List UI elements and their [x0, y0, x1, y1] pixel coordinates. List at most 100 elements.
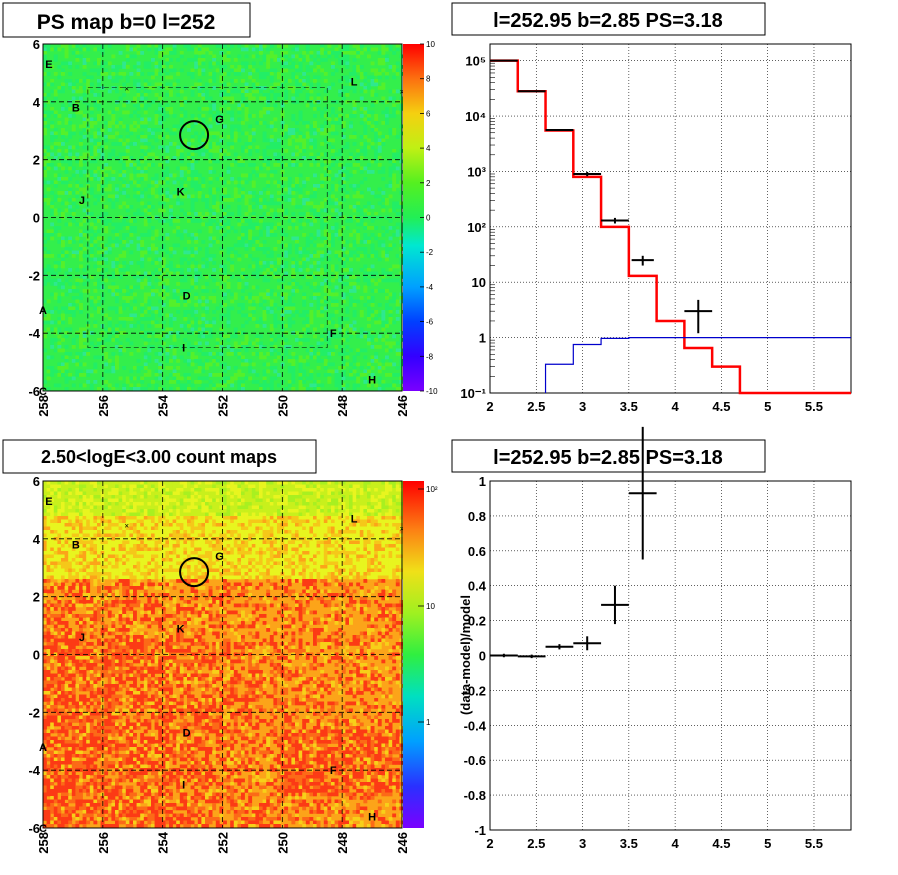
- map-cell: [262, 271, 267, 276]
- map-cell: [140, 366, 145, 370]
- map-cell: [154, 373, 159, 377]
- map-cell: [118, 310, 123, 314]
- map-cell: [374, 82, 379, 87]
- map-cell: [136, 271, 141, 276]
- map-cell: [50, 145, 55, 150]
- map-cell: [208, 327, 213, 332]
- map-cell: [244, 93, 249, 97]
- map-cell: [172, 82, 177, 87]
- map-cell: [248, 292, 253, 297]
- map-cell: [352, 44, 357, 48]
- map-cell: [169, 331, 173, 335]
- map-cell: [215, 68, 220, 73]
- map-cell: [205, 82, 209, 87]
- map-cell: [86, 348, 91, 353]
- map-cell: [46, 820, 51, 825]
- map-cell: [331, 208, 335, 213]
- map-cell: [266, 184, 271, 188]
- map-cell: [323, 177, 328, 181]
- map-cell: [151, 128, 155, 132]
- map-cell: [233, 376, 238, 381]
- map-cell: [388, 219, 393, 223]
- map-cell: [179, 51, 184, 55]
- map-cell: [151, 135, 155, 139]
- map-cell: [287, 296, 292, 300]
- map-cell: [151, 131, 155, 136]
- map-cell: [320, 201, 325, 206]
- map-cell: [248, 145, 253, 150]
- map-cell: [201, 61, 206, 66]
- map-cell: [104, 313, 109, 318]
- map-cell: [273, 152, 278, 157]
- map-cell: [349, 205, 353, 209]
- map-cell: [122, 65, 127, 69]
- map-cell: [345, 65, 350, 69]
- map-cell: [61, 715, 65, 720]
- map-cell: [46, 729, 51, 734]
- map-cell: [133, 194, 137, 199]
- map-cell: [331, 128, 335, 132]
- map-cell: [190, 124, 195, 129]
- map-cell: [287, 383, 292, 388]
- map-cell: [118, 117, 123, 122]
- map-cell: [57, 86, 62, 90]
- map-cell: [140, 177, 145, 181]
- colorbar-tick-label: 2: [426, 179, 431, 188]
- map-cell: [316, 163, 321, 167]
- map-cell: [215, 208, 220, 213]
- map-cell: [122, 184, 127, 188]
- map-cell: [115, 334, 119, 339]
- map-cell: [179, 68, 184, 73]
- map-cell: [122, 247, 127, 251]
- map-cell: [190, 72, 195, 76]
- map-cell: [388, 208, 393, 213]
- map-cell: [251, 180, 256, 185]
- map-cell: [57, 579, 62, 583]
- map-cell: [129, 177, 134, 181]
- map-cell: [53, 519, 58, 524]
- map-cell: [381, 170, 386, 174]
- map-cell: [89, 296, 94, 300]
- map-cell: [377, 75, 382, 80]
- map-cell: [147, 282, 152, 286]
- map-cell: [320, 184, 325, 188]
- map-cell: [57, 715, 62, 720]
- map-cell: [151, 313, 155, 318]
- map-cell: [284, 292, 289, 297]
- map-cell: [338, 366, 343, 370]
- x-tick-label: 256: [96, 395, 111, 417]
- map-cell: [262, 152, 267, 157]
- map-cell: [75, 355, 80, 360]
- map-cell: [46, 652, 51, 657]
- map-cell: [287, 177, 292, 181]
- map-cell: [53, 481, 58, 485]
- map-cell: [219, 194, 224, 199]
- map-cell: [381, 142, 386, 146]
- map-cell: [68, 778, 73, 783]
- map-cell: [356, 299, 361, 304]
- map-cell: [374, 289, 379, 293]
- map-cell: [176, 145, 181, 150]
- map-cell: [230, 268, 235, 272]
- map-cell: [129, 341, 134, 346]
- map-cell: [93, 103, 98, 108]
- map-cell: [183, 184, 188, 188]
- map-cell: [79, 131, 83, 136]
- map-cell: [53, 547, 58, 552]
- map-cell: [111, 142, 116, 146]
- map-cell: [363, 166, 368, 171]
- map-cell: [392, 278, 397, 283]
- map-cell: [46, 299, 51, 304]
- map-cell: [46, 537, 51, 541]
- map-cell: [50, 491, 55, 496]
- map-cell: [53, 47, 58, 52]
- map-cell: [125, 296, 130, 300]
- map-cell: [356, 240, 361, 244]
- map-cell: [57, 373, 62, 377]
- map-cell: [374, 250, 379, 255]
- map-cell: [57, 817, 62, 821]
- map-cell: [287, 282, 292, 286]
- map-cell: [316, 93, 321, 97]
- map-cell: [251, 163, 256, 167]
- map-cell: [172, 44, 177, 48]
